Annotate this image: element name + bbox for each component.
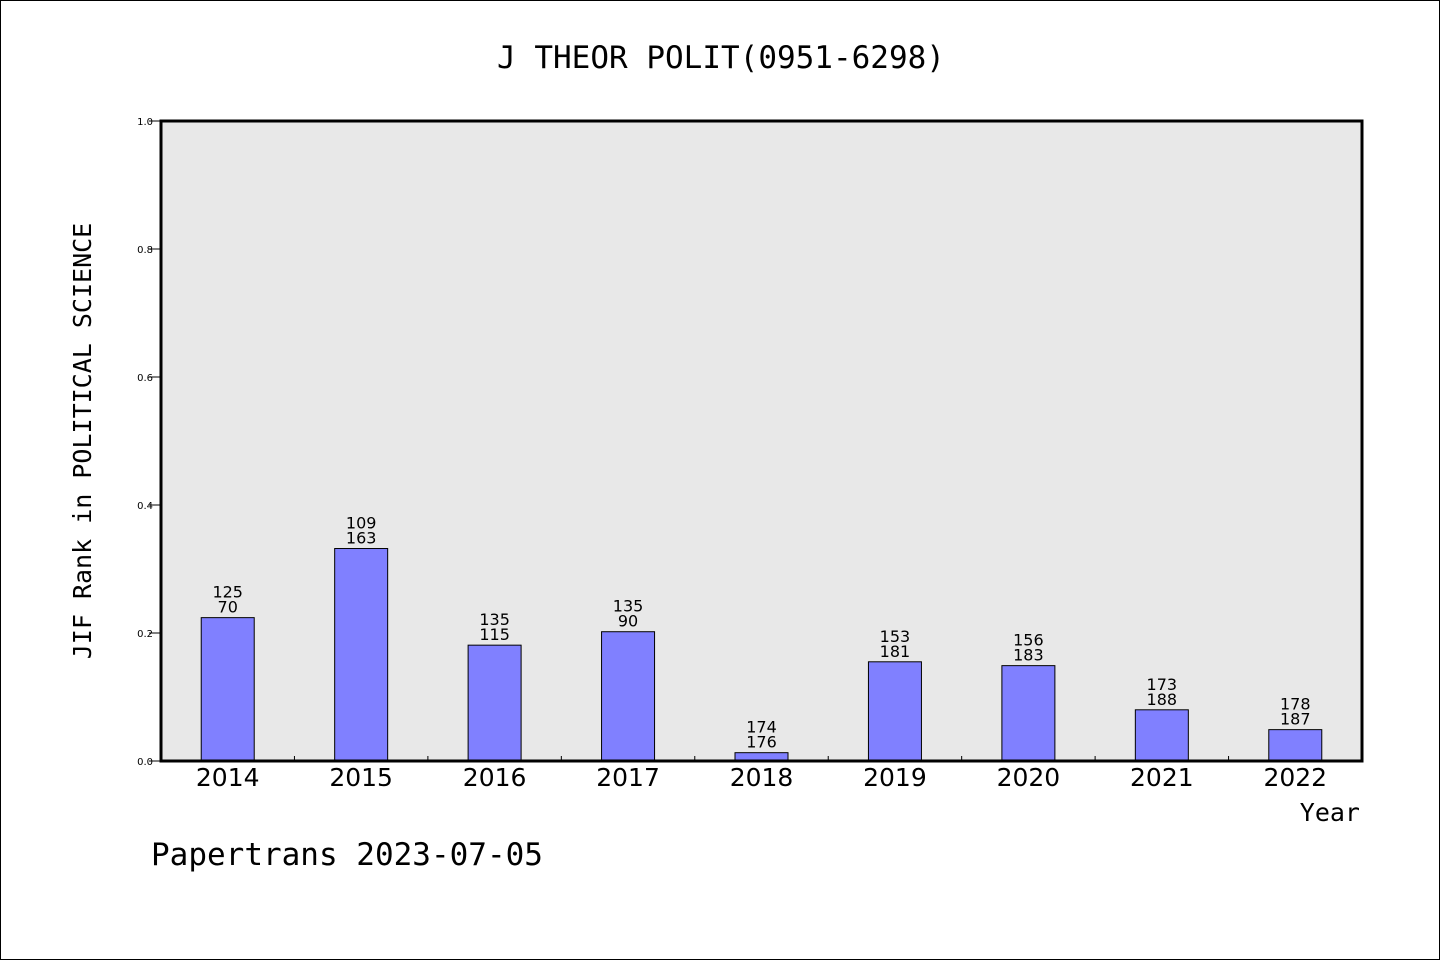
bar-2016	[467, 644, 522, 762]
x-tick-label-2018: 2018	[730, 763, 794, 792]
bar-label-top-2019: 153	[880, 627, 911, 646]
x-tick-label-2019: 2019	[863, 763, 927, 792]
bar-2021	[1134, 709, 1189, 762]
bar-label-top-2016: 135	[479, 610, 510, 629]
bar-label-bottom-2017: 90	[618, 612, 638, 631]
bars: 1257010916313511513590174176153181156183…	[200, 514, 1323, 762]
bar-label-top-2022: 178	[1280, 695, 1311, 714]
x-tick-label-2016: 2016	[463, 763, 527, 792]
bar-2017	[601, 631, 656, 762]
bar-label-bottom-2020: 183	[1013, 646, 1044, 665]
plot-border	[159, 119, 1364, 763]
y-tick-label-0: 0.0	[137, 757, 153, 768]
footer-watermark: Papertrans 2023-07-05	[151, 837, 543, 873]
bar-label-top-2021: 173	[1147, 675, 1178, 694]
bar-label-bottom-2016: 115	[479, 625, 510, 644]
bar-2014	[200, 617, 255, 762]
bar-label-bottom-2019: 181	[880, 642, 911, 661]
x-tick-label-2022: 2022	[1263, 763, 1327, 792]
bar-label-top-2015: 109	[346, 514, 377, 533]
bar-label-bottom-2022: 187	[1280, 710, 1311, 729]
x-axis-label: Year	[1300, 798, 1360, 827]
bar-label-top-2017: 135	[613, 597, 644, 616]
y-tick-label-2: 0.4	[137, 501, 153, 512]
bar-2019	[867, 661, 922, 762]
y-tick-label-5: 1.0	[137, 117, 153, 128]
chart-title: J THEOR POLIT(0951-6298)	[497, 40, 945, 76]
y-axis: 0.0 0.2 0.4 0.6 0.8 1.0	[137, 117, 161, 768]
bar-label-top-2014: 125	[212, 583, 243, 602]
bar-label-bottom-2021: 188	[1147, 690, 1178, 709]
x-tick-label-2017: 2017	[596, 763, 660, 792]
bar-label-bottom-2018: 176	[746, 733, 777, 752]
x-tick-label-2015: 2015	[329, 763, 393, 792]
y-axis-label: JIF Rank in POLITICAL SCIENCE	[68, 223, 97, 660]
y-tick-label-1: 0.2	[137, 629, 153, 640]
bar-2015	[334, 548, 389, 762]
x-tick-label-2021: 2021	[1130, 763, 1194, 792]
x-tick-label-2014: 2014	[196, 763, 260, 792]
bar-label-bottom-2015: 163	[346, 529, 377, 548]
bar-2020	[1001, 665, 1056, 762]
x-axis: 2014 2015 2016 2017 2018 2019 2020 2021 2022	[196, 756, 1327, 792]
y-tick-label-4: 0.8	[137, 245, 153, 256]
bar-label-top-2020: 156	[1013, 631, 1044, 650]
bar-2022	[1268, 729, 1323, 762]
bar-label-top-2018: 174	[746, 718, 777, 737]
x-tick-label-2020: 2020	[997, 763, 1061, 792]
y-tick-label-3: 0.6	[137, 373, 153, 384]
bar-label-bottom-2014: 70	[218, 598, 238, 617]
